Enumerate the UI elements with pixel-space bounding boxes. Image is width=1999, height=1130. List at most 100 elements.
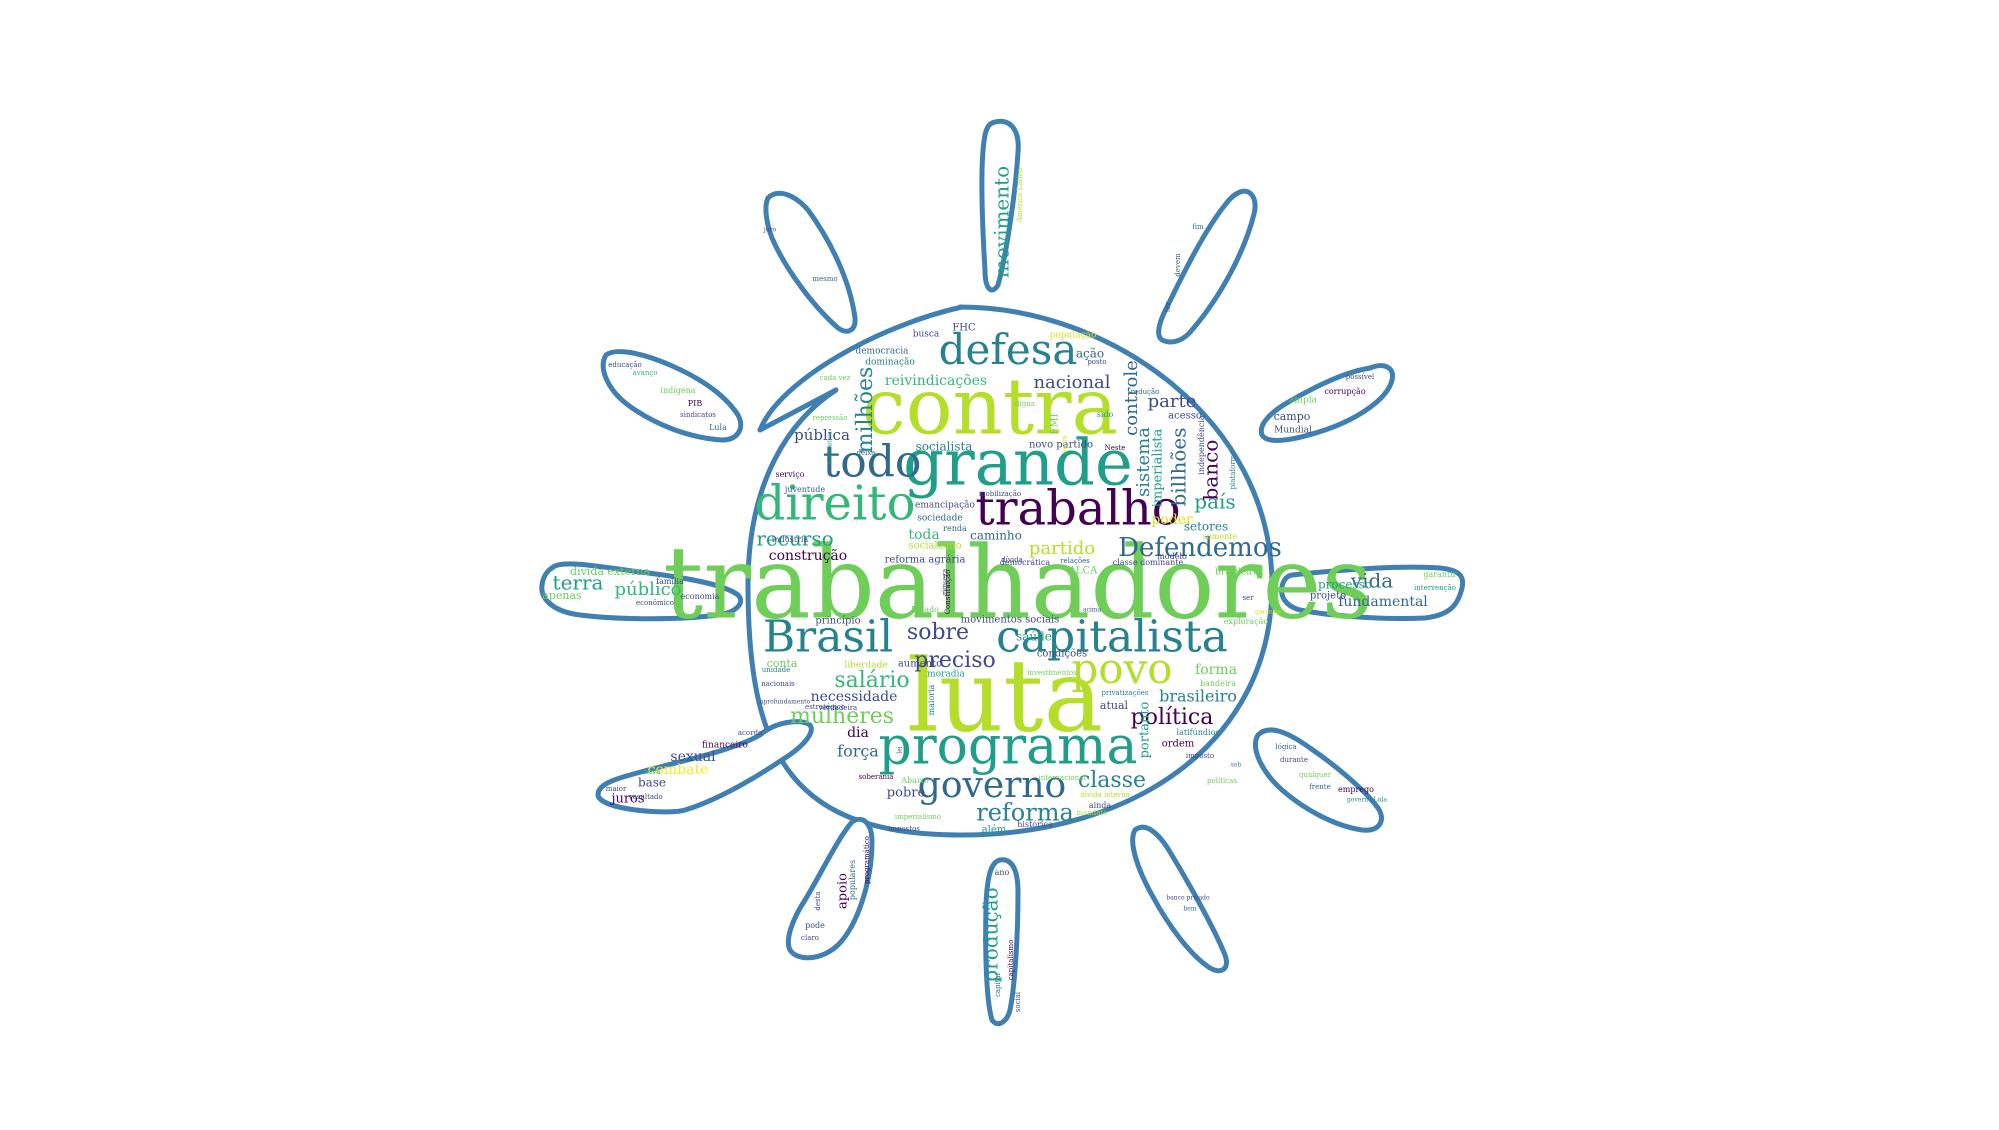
cloud-word: intervenção [1414,584,1456,592]
sun-ray-top-right [1156,188,1258,345]
cloud-word: latifúndios [1177,728,1220,737]
cloud-word: indústria [772,535,809,544]
cloud-word: defesa [939,325,1078,374]
cloud-word: produção [979,887,1003,982]
cloud-word: serviço [775,470,804,479]
cloud-word: reivindicações [885,373,987,389]
sun-ray-lower-left [595,719,814,815]
cloud-word: moradia [927,670,965,680]
cloud-word: alternativa [827,431,834,464]
cloud-word: fundamental [1338,594,1428,610]
cloud-word: frente [1309,783,1331,791]
cloud-word: aumento [898,659,942,670]
sun-ray-upper-left [600,349,744,443]
cloud-word: avanço [633,369,658,377]
cloud-word: nacionais [761,680,795,688]
cloud-word: repressão [812,414,847,422]
cloud-word: caminho [970,529,1022,543]
cloud-word: Neste [1105,444,1126,452]
cloud-word: maioria [927,684,936,715]
cloud-word: histórica [1017,820,1053,829]
cloud-word: durante [1280,756,1308,764]
cloud-word: salário [834,668,909,693]
cloud-word: exploração [1224,617,1269,626]
cloud-word: bandeira [1200,679,1236,688]
cloud-word: plataforma [1229,451,1237,490]
cloud-word: campo [1274,410,1311,423]
cloud-word: parte [1148,391,1197,412]
cloud-word: atual [1100,699,1129,712]
cloud-word: programático [863,836,871,884]
cloud-word: dívida interna [1080,791,1130,799]
cloud-word: princípio [815,616,860,627]
cloud-word: relações [1060,557,1090,565]
cloud-word: ordem [1162,739,1195,750]
cloud-word: sindicatos [680,411,716,419]
cloud-word: base [638,776,666,790]
sun-ray-bottom [983,857,1021,1027]
cloud-word: dívida externa [570,565,650,578]
cloud-word: movimentos sociais [961,615,1060,626]
cloud-word: posto [1087,358,1106,366]
cloud-word: redução [1131,388,1160,396]
cloud-word: deixa [857,449,876,457]
cloud-word: toda [908,527,939,543]
cloud-word: sob [1231,762,1242,769]
cloud-word: possível [1346,373,1375,381]
cloud-word: social [1014,991,1022,1012]
cloud-word: setores [1184,520,1228,534]
cloud-word: preciso [914,648,996,673]
cloud-word: processo [1318,578,1372,592]
cloud-word: socialista [916,440,973,454]
cloud-word: lei [897,746,904,753]
cloud-word: somente [1203,532,1238,541]
cloud-word: apenas [542,589,582,602]
cloud-word: resultado [629,793,663,801]
sun-silhouette [539,118,1466,1027]
cloud-word: liberdade [844,661,887,671]
cloud-word: capitalismo [1007,940,1015,981]
cloud-word: democracia [855,347,909,357]
cloud-word: investimentos [1027,669,1077,677]
cloud-word: financeiro [702,741,748,751]
cloud-word: maior [606,785,627,793]
cloud-word: billhões [1167,427,1191,506]
cloud-word: corrupção [1324,387,1365,396]
cloud-word: nacional [1033,372,1110,393]
cloud-word: renda [943,524,967,533]
cloud-word: mulheres [790,704,894,729]
cloud-word: população [1050,330,1097,341]
cloud-word: democrática [1000,558,1051,567]
cloud-word: conta [767,657,798,670]
cloud-word: educação [608,361,642,369]
cloud-word: grande [903,427,1133,501]
cloud-word: governo [918,765,1066,806]
cloud-word: ainda [1089,801,1112,810]
cloud-word: construção [769,548,847,564]
cloud-word: luta [907,638,1103,755]
cloud-word: governo Lula [1347,797,1387,804]
cloud-word: socialismo [909,541,962,552]
cloud-word: privatizações [1102,689,1149,697]
sun-ray-top-left [763,190,858,334]
cloud-word: contra [862,363,1118,453]
cloud-word: ação [1076,347,1104,361]
cloud-word: Abaixo [900,776,929,785]
cloud-word: banco [1199,440,1223,501]
cloud-word: imperialismo [895,813,941,821]
cloud-word: brasileiro [1159,687,1237,706]
cloud-word: brasileira [1215,568,1259,578]
cloud-word: vida [1350,569,1393,593]
cloud-word: ter [1164,301,1172,312]
cloud-word: sido [1097,410,1114,419]
cloud-word: sociedade [917,514,963,524]
cloud-word: acordo [738,729,762,737]
cloud-word: emprego [1338,785,1374,794]
cloud-word: mandato [1076,809,1107,817]
cloud-word: dominação [865,357,915,368]
cloud-word: aprofundamento [760,699,811,706]
cloud-word: acima [1083,607,1102,614]
cloud-word: sexual [670,749,716,765]
cloud-word: FMI [1050,413,1061,434]
cloud-word: todo [823,437,922,488]
